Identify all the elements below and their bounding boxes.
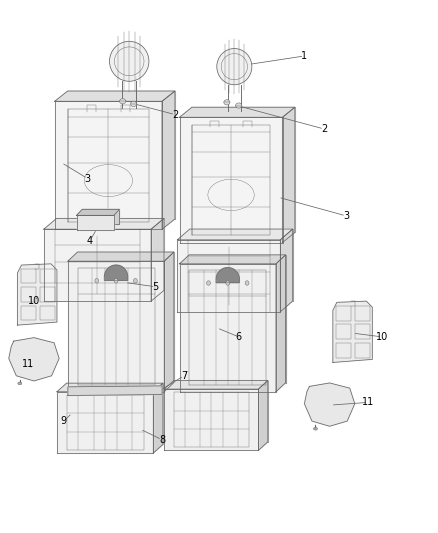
Text: 3: 3 [85,174,91,183]
Polygon shape [304,383,355,426]
Polygon shape [153,383,163,453]
Ellipse shape [226,281,230,285]
Polygon shape [68,252,174,261]
Polygon shape [77,215,114,230]
Polygon shape [180,117,283,243]
Ellipse shape [245,281,249,285]
Polygon shape [67,383,163,445]
Text: 5: 5 [152,282,159,292]
Ellipse shape [134,278,137,283]
Polygon shape [164,252,174,392]
Text: 10: 10 [376,332,388,342]
Text: 7: 7 [181,371,187,381]
Polygon shape [180,264,276,392]
Polygon shape [190,229,293,301]
Polygon shape [280,229,293,312]
Polygon shape [177,229,293,240]
Ellipse shape [314,427,318,430]
Bar [21,305,35,320]
Polygon shape [44,219,164,229]
Text: 10: 10 [28,296,40,306]
Polygon shape [276,255,286,392]
Polygon shape [189,255,286,383]
Bar [336,306,351,321]
Polygon shape [77,209,120,215]
Ellipse shape [110,42,149,82]
Polygon shape [151,219,164,301]
Bar [39,305,55,320]
Ellipse shape [120,99,126,104]
Polygon shape [283,107,295,243]
Text: 8: 8 [159,435,165,445]
Polygon shape [216,268,239,282]
Polygon shape [180,255,286,264]
Polygon shape [180,107,295,117]
Bar [21,287,35,302]
Bar [21,269,35,284]
Polygon shape [162,91,175,229]
Polygon shape [82,209,120,224]
Polygon shape [173,381,268,442]
Text: 11: 11 [22,359,35,368]
Polygon shape [192,107,295,232]
Ellipse shape [224,100,230,105]
Ellipse shape [95,278,99,283]
Bar [39,269,55,284]
Polygon shape [68,261,164,392]
Ellipse shape [217,49,252,85]
Ellipse shape [131,101,137,107]
Bar [355,325,370,339]
Polygon shape [57,392,153,453]
Polygon shape [333,301,372,362]
Text: 6: 6 [236,332,242,342]
Polygon shape [105,265,127,280]
Polygon shape [57,383,163,392]
Polygon shape [57,219,164,290]
Text: 2: 2 [172,110,178,119]
Text: 1: 1 [301,51,307,61]
Text: 4: 4 [87,236,93,246]
Ellipse shape [236,103,242,108]
Text: 3: 3 [343,211,349,221]
Polygon shape [9,338,59,381]
Polygon shape [55,91,175,101]
Polygon shape [78,252,174,383]
Polygon shape [258,381,268,450]
Polygon shape [164,389,258,450]
Bar [39,287,55,302]
Bar [336,325,351,339]
Text: 11: 11 [362,398,374,407]
Polygon shape [164,381,268,389]
Text: 9: 9 [60,416,67,426]
Bar [355,343,370,358]
Polygon shape [67,91,175,219]
Ellipse shape [18,382,22,385]
Polygon shape [68,386,162,395]
Bar [336,343,351,358]
Polygon shape [55,101,162,229]
Polygon shape [18,264,57,325]
Polygon shape [44,229,151,301]
Polygon shape [177,240,280,312]
Text: 2: 2 [321,124,327,134]
Ellipse shape [114,278,118,283]
Ellipse shape [207,281,210,285]
Bar [355,306,370,321]
